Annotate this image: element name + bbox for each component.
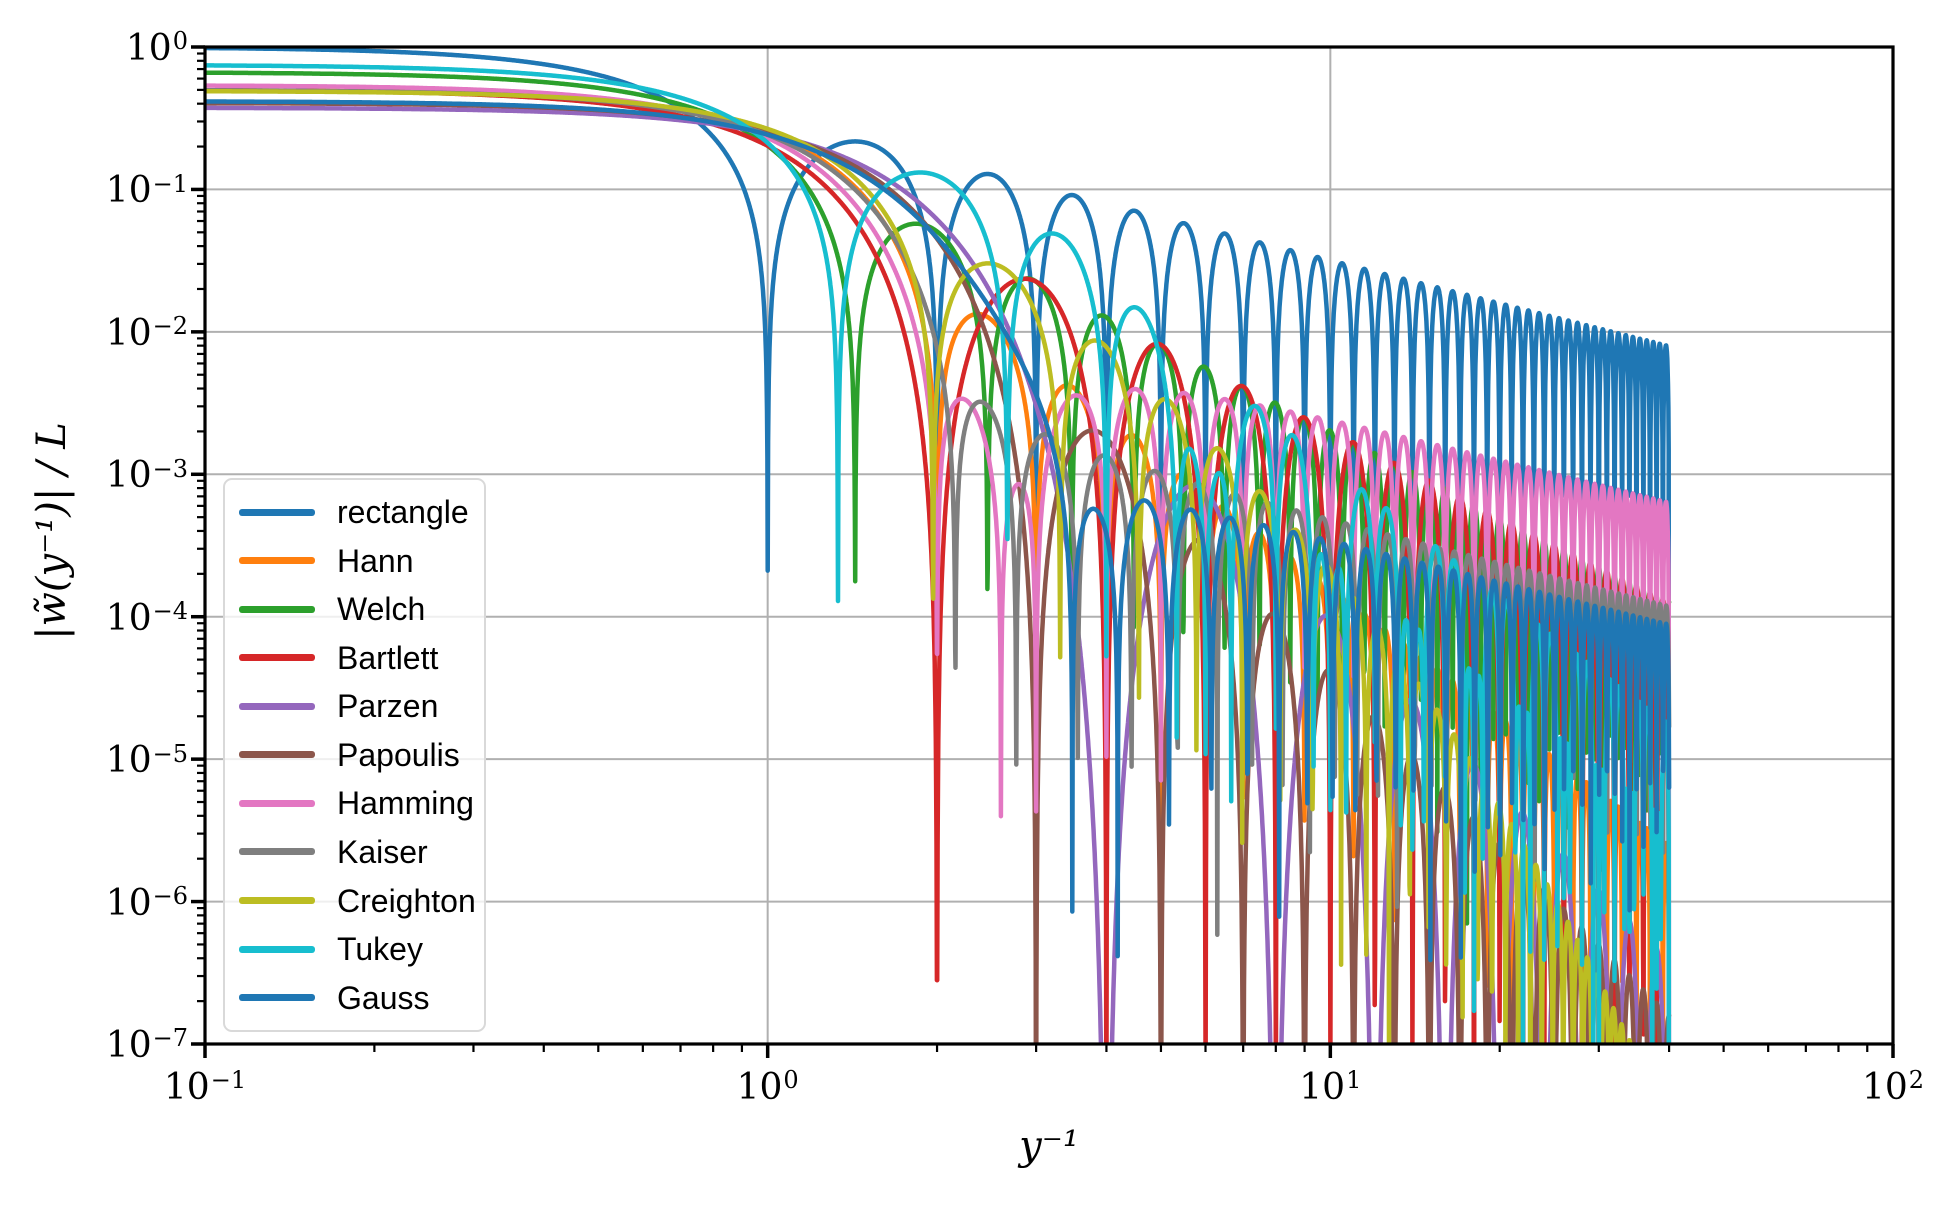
legend-swatch-tukey — [239, 945, 315, 953]
legend-swatch-papoulis — [239, 751, 315, 759]
y-tick-label: 10−4 — [105, 597, 188, 639]
axes-spines — [203, 45, 1895, 1046]
y-tick-label: 10−6 — [105, 881, 188, 924]
legend-label: Bartlett — [337, 639, 439, 676]
legend: rectangle Hann Welch Bartlett Parzen Papoulis… — [223, 478, 486, 1032]
legend-swatch-welch — [239, 605, 315, 613]
legend-swatch-gauss — [239, 994, 315, 1002]
legend-item-welch: Welch — [239, 593, 470, 625]
legend-item-creighton: Creighton — [239, 885, 476, 917]
legend-swatch-hamming — [239, 799, 315, 807]
y-tick-label: 100 — [125, 27, 188, 69]
legend-swatch-parzen — [239, 702, 315, 710]
legend-item-gauss: Gauss — [239, 982, 470, 1014]
legend-label: Gauss — [337, 979, 430, 1016]
legend-swatch-hann — [239, 557, 315, 565]
legend-swatch-creighton — [239, 897, 315, 905]
y-tick-label: 10−7 — [105, 1024, 188, 1066]
curves — [205, 47, 1672, 1044]
legend-label: Kaiser — [337, 833, 428, 870]
legend-item-rectangle: rectangle — [239, 496, 470, 528]
legend-item-bartlett: Bartlett — [239, 642, 470, 674]
x-tick-label: 100 — [736, 1066, 799, 1108]
legend-label: Hann — [337, 542, 414, 579]
curve-gauss — [205, 99, 1672, 963]
y-tick-label: 10−3 — [105, 454, 188, 497]
y-tick-label: 10−2 — [105, 312, 188, 354]
legend-item-parzen: Parzen — [239, 690, 470, 722]
y-tick-label: 10−5 — [105, 739, 188, 782]
y-tick-label: 10−1 — [105, 169, 188, 212]
legend-swatch-bartlett — [239, 654, 315, 662]
curve-tukey — [205, 63, 1672, 1044]
legend-swatch-kaiser — [239, 848, 315, 856]
legend-label: Tukey — [337, 931, 423, 968]
legend-label: Welch — [337, 591, 426, 628]
plot-border — [203, 45, 1895, 1046]
legend-item-hamming: Hamming — [239, 787, 474, 819]
legend-label: rectangle — [337, 494, 469, 531]
legend-item-papoulis: Papoulis — [239, 739, 470, 771]
legend-item-tukey: Tukey — [239, 933, 470, 965]
legend-item-kaiser: Kaiser — [239, 836, 470, 868]
legend-label: Papoulis — [337, 736, 460, 773]
x-axis-label: y⁻¹ — [1019, 1123, 1079, 1169]
legend-label: Creighton — [337, 882, 476, 919]
legend-item-hann: Hann — [239, 545, 470, 577]
x-tick-label: 101 — [1299, 1066, 1362, 1108]
gridlines — [205, 47, 1893, 1044]
legend-label: Parzen — [337, 688, 439, 725]
legend-label: Hamming — [337, 785, 474, 822]
x-tick-label: 102 — [1861, 1066, 1925, 1108]
y-axis-label: |w̃(y⁻¹)| / L — [29, 421, 75, 640]
legend-swatch-rectangle — [239, 508, 315, 516]
curve-hamming — [205, 83, 1672, 1044]
x-tick-label: 10−1 — [163, 1066, 247, 1108]
axis-ticks — [191, 45, 1895, 1058]
